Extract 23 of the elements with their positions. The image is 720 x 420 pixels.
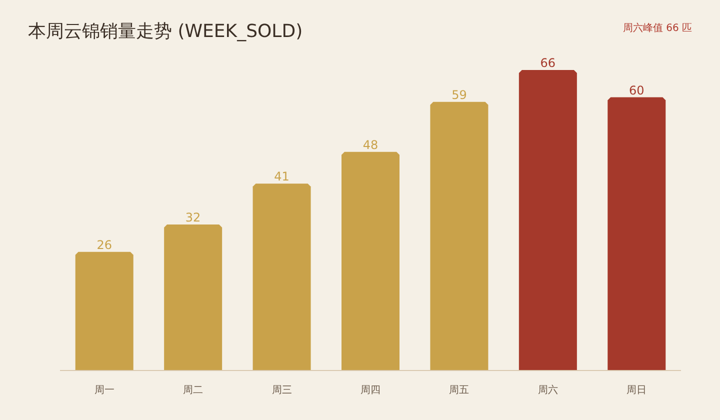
data-label: 66 [540,56,556,70]
x-tick-label: 周四 [360,385,380,396]
text: 周六峰值 66 匹 [622,22,692,34]
x-tick-label: 周六 [538,384,558,396]
x-tick-label: 周三 [272,385,292,396]
bar [430,102,488,370]
bar [75,252,134,370]
data-label: 26 [96,238,112,252]
x-tick-label: 周一 [94,385,114,396]
bar [252,184,311,370]
x-tick-label: 周五 [449,385,470,396]
data-label: 32 [185,210,201,225]
bar [608,97,666,370]
data-label: 59 [452,88,467,102]
x-tick-label: 周二 [183,385,204,396]
data-label: 60 [629,83,644,98]
bar [518,70,577,370]
chart-title: 本周云锦销量走势 (WEEK_SOLD) [28,21,303,42]
data-label: 41 [274,170,290,184]
data-label: 48 [362,138,378,152]
x-tick-label: 周日 [626,385,647,396]
bar [342,152,400,370]
bar [164,224,222,370]
